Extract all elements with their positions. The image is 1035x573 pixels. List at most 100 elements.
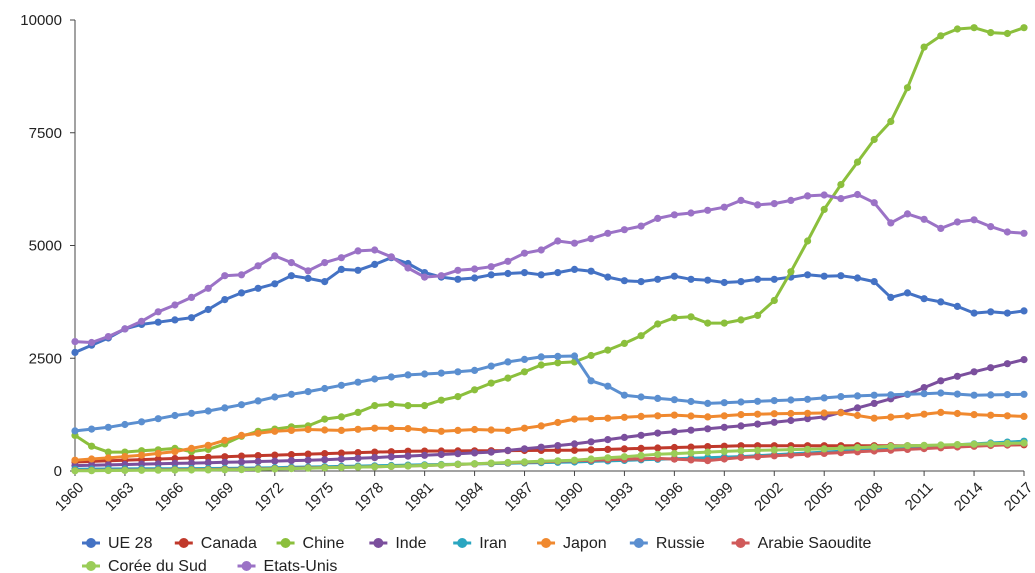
data-point <box>221 436 229 444</box>
data-point <box>187 444 196 452</box>
data-point <box>654 450 662 458</box>
series-line <box>74 354 1025 433</box>
data-point <box>287 390 295 398</box>
data-point <box>654 394 662 402</box>
data-point <box>637 431 645 439</box>
data-point <box>1003 309 1012 317</box>
data-point <box>337 463 345 472</box>
legend-label: Iran <box>479 535 507 552</box>
data-point <box>321 278 329 286</box>
data-point <box>71 348 79 356</box>
data-point <box>537 246 545 254</box>
data-point <box>870 391 878 399</box>
data-point <box>853 274 862 282</box>
data-point <box>554 418 562 427</box>
data-point <box>88 338 96 347</box>
data-point <box>720 203 728 211</box>
data-point <box>720 442 728 450</box>
data-point <box>754 311 762 319</box>
data-point <box>304 450 312 458</box>
data-point <box>138 451 146 459</box>
data-point <box>953 302 962 310</box>
data-point <box>970 216 978 224</box>
data-point <box>520 249 529 257</box>
data-point <box>254 465 262 473</box>
data-point <box>171 448 179 456</box>
data-point <box>171 301 179 309</box>
data-point <box>754 397 762 405</box>
x-tick-label: 2011 <box>902 479 937 514</box>
data-point <box>237 401 246 409</box>
data-point <box>737 447 745 455</box>
data-point <box>853 190 862 199</box>
data-point <box>720 319 728 327</box>
x-tick-label: 1990 <box>551 479 587 515</box>
data-point <box>271 451 279 459</box>
data-point <box>504 257 512 265</box>
legend-item: Chine <box>276 535 344 552</box>
data-point <box>787 416 795 425</box>
data-point <box>121 466 129 474</box>
data-point <box>687 412 695 420</box>
data-point <box>204 453 212 461</box>
data-point <box>1003 29 1012 38</box>
data-point <box>737 453 745 462</box>
data-point <box>404 371 412 379</box>
data-point <box>670 455 679 463</box>
data-point <box>154 449 162 457</box>
data-point <box>687 313 695 321</box>
data-point <box>121 453 129 461</box>
series-line <box>74 410 1025 462</box>
data-point <box>1020 24 1028 32</box>
data-point <box>454 450 462 458</box>
data-point <box>437 450 445 459</box>
data-point <box>304 425 312 434</box>
data-point <box>404 402 412 410</box>
data-point <box>937 389 945 397</box>
data-point <box>287 426 295 434</box>
data-point <box>187 454 196 462</box>
data-point <box>870 278 878 286</box>
data-point <box>670 396 679 404</box>
data-point <box>421 426 429 434</box>
data-point <box>953 25 962 33</box>
data-point <box>537 422 545 430</box>
data-point <box>304 388 312 396</box>
data-point <box>221 458 229 466</box>
data-point <box>437 272 445 280</box>
data-point <box>903 289 912 297</box>
data-point <box>354 454 362 462</box>
data-point <box>554 359 562 367</box>
data-point <box>321 450 329 458</box>
data-point <box>371 463 379 471</box>
data-point <box>204 305 212 314</box>
data-point <box>887 219 895 227</box>
data-point <box>704 443 712 451</box>
series-ue-28 <box>71 254 1028 356</box>
data-point <box>620 445 629 453</box>
data-point <box>737 398 745 406</box>
x-tick-label: 1999 <box>701 479 737 515</box>
data-point <box>104 333 112 341</box>
data-point <box>754 446 762 454</box>
data-point <box>554 457 562 465</box>
data-point <box>620 413 629 421</box>
data-point <box>920 410 928 418</box>
y-tick-label: 0 <box>54 463 62 480</box>
legend-swatch-marker <box>373 538 384 548</box>
data-point <box>471 265 479 273</box>
data-point <box>987 391 995 399</box>
data-point <box>754 420 762 428</box>
legend-item: Inde <box>369 535 427 552</box>
data-point <box>221 272 229 280</box>
data-point <box>820 205 828 213</box>
data-point <box>953 409 962 418</box>
data-point <box>138 418 146 426</box>
data-point <box>321 426 329 434</box>
data-point <box>1020 229 1028 237</box>
data-point <box>71 456 79 464</box>
data-point <box>88 425 96 433</box>
data-point <box>970 309 978 317</box>
data-point <box>520 269 529 277</box>
data-point <box>204 407 212 415</box>
